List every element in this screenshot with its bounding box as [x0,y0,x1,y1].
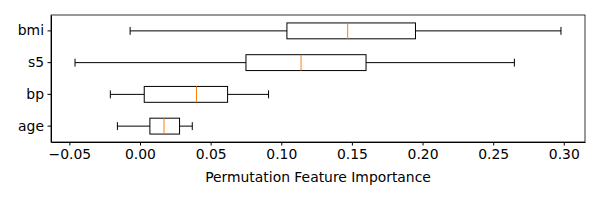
cap-low [130,27,131,35]
x-tick: 0.15 [337,142,368,162]
y-tick: s5 [28,54,51,70]
whisker-low [130,30,287,31]
y-tick: bp [26,86,51,102]
y-tick-mark [48,94,52,95]
x-tick-label: −0.05 [49,146,92,162]
x-tick-label: 0.25 [478,146,509,162]
cap-high [560,27,561,35]
box-plot [75,55,514,71]
median [196,86,197,102]
box [287,23,416,39]
box-plot [117,118,192,134]
box-plot [110,86,268,102]
x-tick: 0.00 [125,142,156,162]
cap-high [192,122,193,130]
box [246,55,366,71]
x-tick-label: 0.00 [125,146,156,162]
y-tick-label: bp [26,86,44,102]
x-axis: −0.05 0.00 0.05 0.10 0.15 0.20 0.25 0.30 [49,142,586,162]
median [347,23,348,39]
cap-high [268,90,269,98]
x-tick: 0.10 [266,142,297,162]
cap-low [110,90,111,98]
y-tick-label: age [18,118,44,134]
y-tick-label: s5 [28,54,44,70]
chart: −0.05 0.00 0.05 0.10 0.15 0.20 0.25 0.30 bmi s5 bp… [0,0,600,200]
boxes [75,23,561,134]
whisker-high [366,62,514,63]
x-tick: 0.20 [408,142,439,162]
x-tick-label: 0.30 [549,146,580,162]
y-axis: bmi s5 bp age [18,16,52,143]
whisker-low [117,126,149,127]
box [150,118,180,134]
plot: −0.05 0.00 0.05 0.10 0.15 0.20 0.25 0.30 bmi s5 bp… [18,15,586,162]
cap-low [117,122,118,130]
box-plot [130,23,561,39]
cap-high [514,59,515,67]
x-tick-label: 0.10 [266,146,297,162]
y-tick: bmi [18,22,51,38]
whisker-high [415,30,561,31]
x-axis-title: Permutation Feature Importance [205,169,431,185]
x-tick-label: 0.20 [408,146,439,162]
x-tick-label: 0.15 [337,146,368,162]
plot-frame [51,15,585,142]
whisker-low [110,94,144,95]
box [144,86,227,102]
x-tick: 0.25 [478,142,509,162]
whisker-high [228,94,269,95]
cap-low [75,59,76,67]
x-tick: 0.05 [196,142,227,162]
x-tick: −0.05 [49,142,92,162]
median [301,55,302,71]
y-tick-mark [48,30,52,31]
x-tick: 0.30 [549,142,580,162]
whisker-high [180,126,193,127]
x-tick-label: 0.05 [196,146,227,162]
median [164,118,165,134]
y-tick-mark [48,62,52,63]
y-tick-mark [48,126,52,127]
y-tick-label: bmi [18,22,44,38]
whisker-low [75,62,246,63]
y-tick: age [18,118,51,134]
